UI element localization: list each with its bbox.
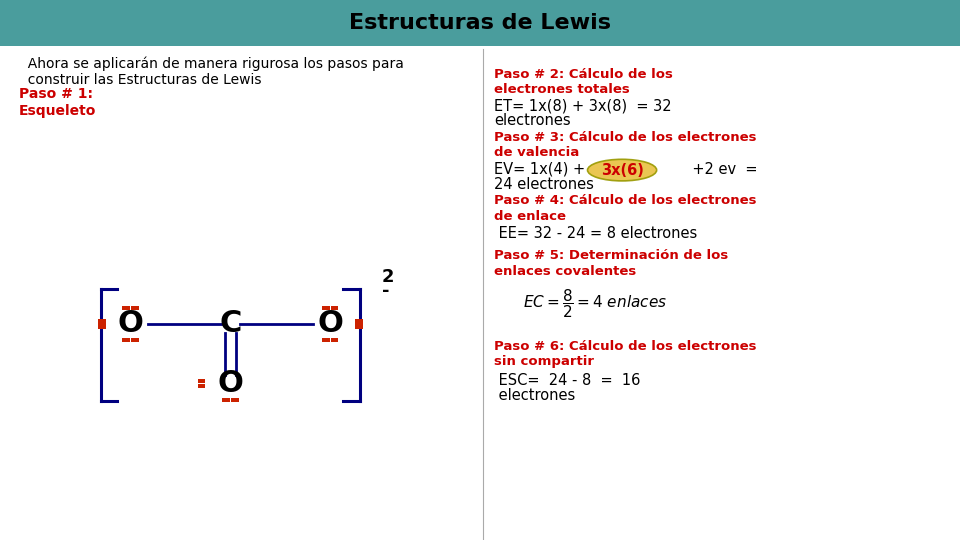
Text: ET= 1x(8) + 3x(8)  = 32: ET= 1x(8) + 3x(8) = 32 (494, 99, 672, 114)
Text: de enlace: de enlace (494, 210, 566, 222)
Text: Paso # 2: Cálculo de los: Paso # 2: Cálculo de los (494, 68, 673, 80)
Bar (322, 338, 330, 342)
Bar (98, 319, 106, 323)
Bar (98, 324, 106, 328)
Text: sin compartir: sin compartir (494, 355, 594, 368)
Text: enlaces covalentes: enlaces covalentes (494, 265, 636, 278)
Text: 2: 2 (382, 268, 395, 286)
Bar (330, 338, 338, 342)
FancyBboxPatch shape (0, 0, 960, 46)
Text: -: - (382, 282, 390, 300)
Bar (198, 384, 205, 388)
Bar (122, 338, 130, 342)
Text: O: O (318, 309, 343, 339)
Text: electrones: electrones (494, 388, 576, 403)
Text: 24 electrones: 24 electrones (494, 177, 594, 192)
Text: O: O (218, 369, 243, 398)
Bar (330, 306, 338, 310)
Text: Estructuras de Lewis: Estructuras de Lewis (349, 13, 611, 33)
Bar (230, 397, 238, 402)
Bar (222, 397, 230, 402)
Text: Paso # 3: Cálculo de los electrones: Paso # 3: Cálculo de los electrones (494, 131, 756, 144)
Bar (122, 306, 130, 310)
Text: de valencia: de valencia (494, 146, 580, 159)
Text: Esqueleto: Esqueleto (19, 104, 97, 118)
Text: ESC=  24 - 8  =  16: ESC= 24 - 8 = 16 (494, 373, 640, 388)
Text: C: C (219, 309, 242, 339)
Text: electrones: electrones (494, 113, 571, 129)
Bar (355, 319, 363, 323)
Text: O: O (118, 309, 143, 339)
Text: electrones totales: electrones totales (494, 83, 630, 96)
Text: Paso # 4: Cálculo de los electrones: Paso # 4: Cálculo de los electrones (494, 194, 756, 207)
Text: EE= 32 - 24 = 8 electrones: EE= 32 - 24 = 8 electrones (494, 226, 698, 241)
Text: +2 ev  =: +2 ev = (660, 162, 758, 177)
Text: $EC = \dfrac{8}{2} = 4\ enlaces$: $EC = \dfrac{8}{2} = 4\ enlaces$ (523, 287, 667, 320)
Bar (322, 306, 330, 310)
Text: construir las Estructuras de Lewis: construir las Estructuras de Lewis (19, 73, 262, 87)
Bar (131, 338, 138, 342)
Bar (131, 306, 138, 310)
Bar (198, 379, 205, 383)
Text: EV= 1x(4) +: EV= 1x(4) + (494, 162, 586, 177)
Bar (355, 324, 363, 328)
Text: 3x(6): 3x(6) (601, 163, 643, 178)
Text: Ahora se aplicarán de manera rigurosa los pasos para: Ahora se aplicarán de manera rigurosa lo… (19, 57, 404, 71)
Text: Paso # 6: Cálculo de los electrones: Paso # 6: Cálculo de los electrones (494, 340, 756, 353)
Ellipse shape (588, 159, 657, 181)
Text: Paso # 1:: Paso # 1: (19, 87, 93, 102)
Text: Paso # 5: Determinación de los: Paso # 5: Determinación de los (494, 249, 729, 262)
